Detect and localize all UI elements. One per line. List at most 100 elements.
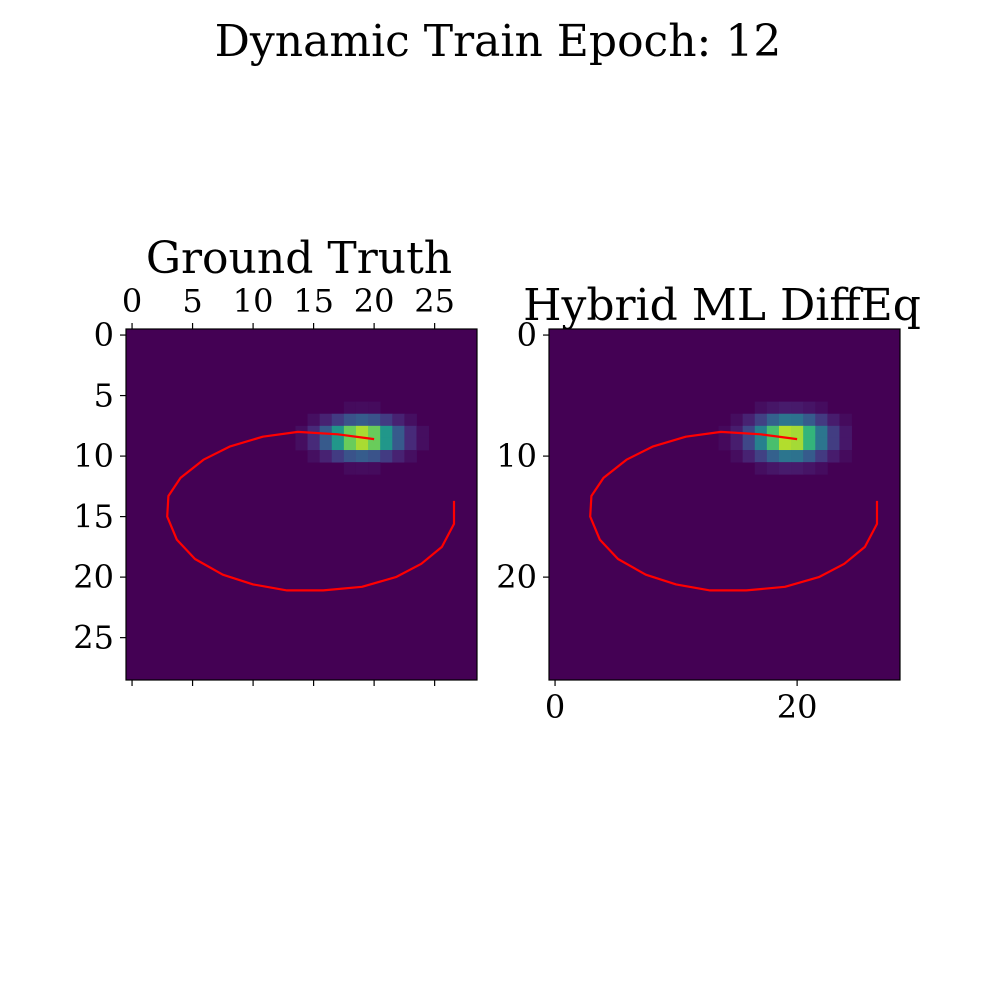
heatmap-cell <box>742 450 756 463</box>
heatmap-cell <box>368 425 381 439</box>
heatmap-cell <box>343 413 357 427</box>
heatmap-cell <box>355 450 369 463</box>
heatmap-cell <box>815 437 828 451</box>
heatmap-cell <box>380 413 393 427</box>
heatmap-cell <box>404 437 417 451</box>
heatmap-cell <box>319 437 333 451</box>
heatmap-cell <box>343 437 357 451</box>
heatmap-cell <box>815 450 828 463</box>
axes-frame <box>125 328 478 681</box>
heatmap-cell <box>803 437 816 451</box>
heatmap-cell <box>827 413 840 427</box>
heatmap-cell <box>803 450 816 463</box>
heatmap-cell <box>392 437 405 451</box>
heatmap-cell <box>380 425 393 439</box>
heatmap-cell <box>355 425 369 439</box>
heatmap-cell <box>404 425 417 439</box>
heatmap-cell <box>827 437 840 451</box>
heatmap-cell <box>839 450 852 463</box>
x-tick-label: 25 <box>414 282 455 320</box>
heatmap-cell <box>803 425 816 439</box>
figure-title: Dynamic Train Epoch: 12 <box>215 16 782 67</box>
x-tick-label: 10 <box>233 282 274 320</box>
heatmap-cell <box>331 425 345 439</box>
heatmap-background <box>549 329 900 680</box>
heatmap-cell <box>392 425 405 439</box>
heatmap-cell <box>380 450 393 463</box>
heatmap-cell <box>368 437 381 451</box>
heatmap-cell <box>295 437 308 451</box>
heatmap-cell <box>380 437 393 451</box>
heatmap-cell <box>778 450 792 463</box>
heatmap-cell <box>803 413 816 427</box>
heatmap-cell <box>815 401 828 415</box>
heatmap-cell <box>368 413 381 427</box>
heatmap-cell <box>730 437 744 451</box>
heatmap-cell <box>766 462 780 475</box>
heatmap-cell <box>778 413 792 427</box>
heatmap-cell <box>754 413 768 427</box>
heatmap-cell <box>791 401 804 415</box>
y-tick-label: 0 <box>94 316 114 354</box>
heatmap-cell <box>404 450 417 463</box>
heatmap-cell <box>754 450 768 463</box>
heatmap-cell <box>343 401 357 415</box>
y-tick-label: 20 <box>496 558 537 596</box>
x-tick-label: 0 <box>122 282 142 320</box>
heatmap-cell <box>839 413 852 427</box>
hybrid-panel: Hybrid ML DiffEq 0 20 0 10 20 <box>496 280 921 726</box>
heatmap-cell <box>331 437 345 451</box>
heatmap-cell <box>815 413 828 427</box>
x-tick-label: 20 <box>354 282 395 320</box>
x-tick-label: 15 <box>293 282 334 320</box>
trajectory-line <box>166 430 456 592</box>
heatmap-cell <box>827 450 840 463</box>
axes-frame <box>548 328 901 681</box>
heatmap-cell <box>742 425 756 439</box>
heatmap-cell <box>416 425 429 439</box>
heatmap-cell <box>791 425 804 439</box>
heatmap-cell <box>791 413 804 427</box>
y-tick-label: 0 <box>517 316 537 354</box>
y-tick-label: 10 <box>496 437 537 475</box>
heatmap-cell <box>355 413 369 427</box>
ground-truth-heatmap <box>126 329 477 680</box>
heatmap-cell <box>778 425 792 439</box>
heatmap-cell <box>754 401 768 415</box>
ground-truth-axes: 0 5 10 15 20 25 0 5 10 15 20 25 <box>73 282 478 686</box>
heatmap-cell <box>791 450 804 463</box>
heatmap-cell <box>307 413 321 427</box>
heatmap-background <box>126 329 477 680</box>
heatmap-cell <box>331 450 345 463</box>
heatmap-cell <box>319 425 333 439</box>
heatmap-cell <box>791 437 804 451</box>
hybrid-axes: 0 20 0 10 20 <box>496 316 901 726</box>
heatmap-cell <box>766 413 780 427</box>
x-tick-label: 5 <box>182 282 202 320</box>
heatmap-cell <box>839 425 852 439</box>
y-tick-label: 5 <box>94 377 114 415</box>
heatmap-cell <box>839 437 852 451</box>
heatmap-cell <box>754 462 768 475</box>
hybrid-heatmap <box>549 329 900 680</box>
heatmap-cell <box>307 450 321 463</box>
heatmap-cell <box>319 450 333 463</box>
heatmap-cell <box>754 437 768 451</box>
heatmap-cell <box>778 437 792 451</box>
heatmap-cell <box>827 425 840 439</box>
heatmap-cell <box>343 462 357 475</box>
ground-truth-panel: Ground Truth 0 5 10 15 20 25 0 5 10 15 20 25 <box>73 233 478 686</box>
heatmap-cell <box>766 401 780 415</box>
heatmap-cell <box>718 437 731 451</box>
heatmap-cell <box>355 462 369 475</box>
heatmap-cell <box>778 462 792 475</box>
x-tick-label: 20 <box>777 688 818 726</box>
heatmap-cell <box>368 401 381 415</box>
heatmap-cell <box>754 425 768 439</box>
heatmap-cell <box>742 437 756 451</box>
heatmap-cell <box>404 413 417 427</box>
y-tick-label: 25 <box>73 619 114 657</box>
heatmap-cell <box>815 462 828 475</box>
heatmap-cell <box>803 462 816 475</box>
